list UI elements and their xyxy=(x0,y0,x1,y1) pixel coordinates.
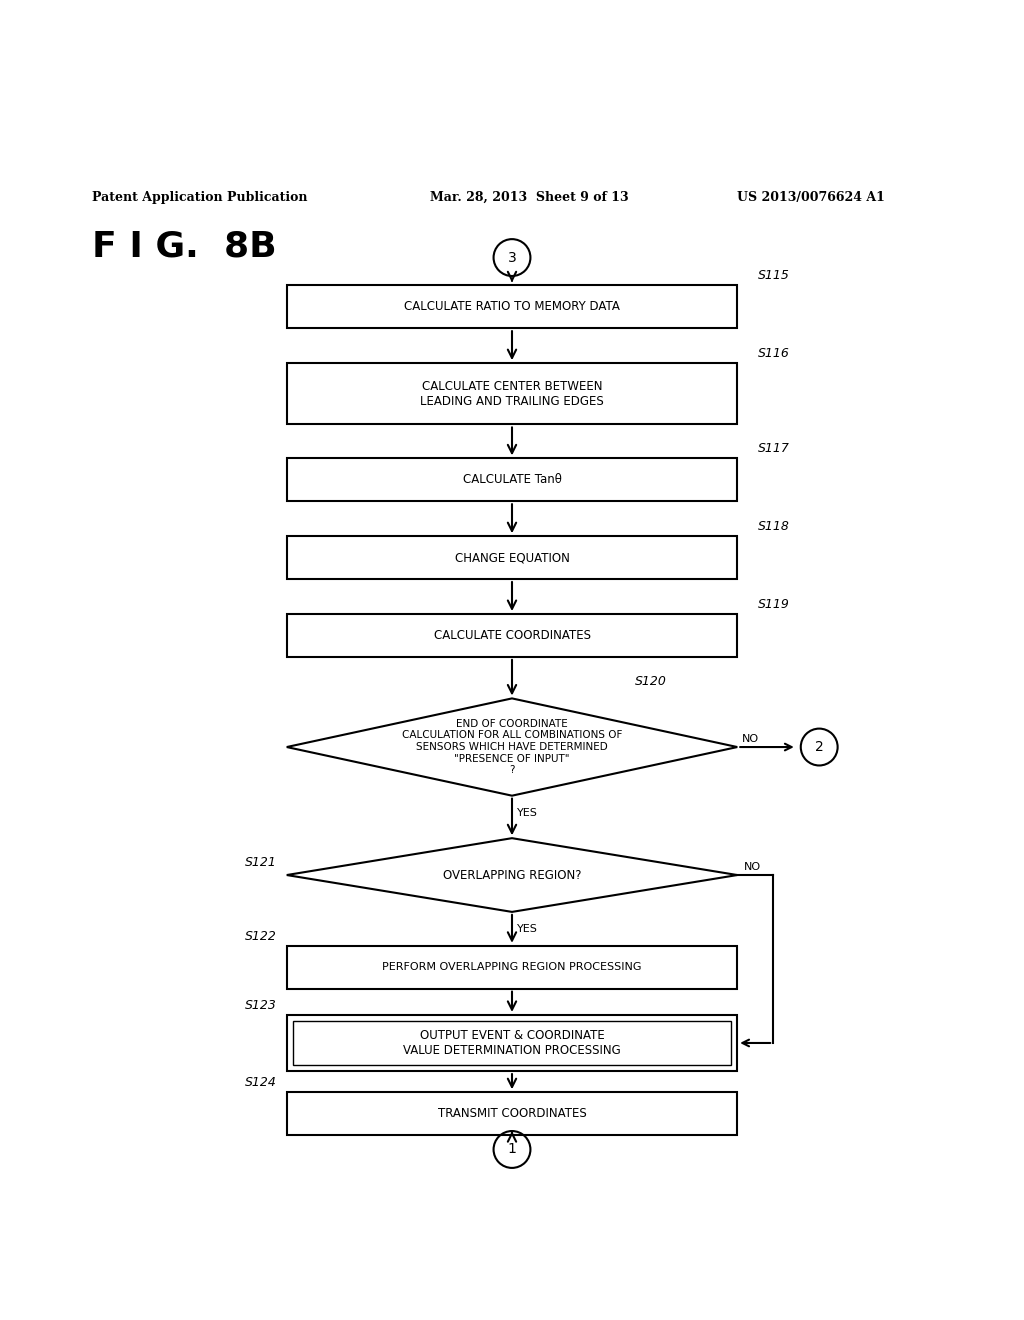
Text: 3: 3 xyxy=(508,251,516,264)
FancyBboxPatch shape xyxy=(287,945,737,989)
Text: S116: S116 xyxy=(758,347,790,360)
Text: END OF COORDINATE
CALCULATION FOR ALL COMBINATIONS OF
SENSORS WHICH HAVE DETERMI: END OF COORDINATE CALCULATION FOR ALL CO… xyxy=(401,719,623,775)
Text: NO: NO xyxy=(741,734,759,744)
Text: Patent Application Publication: Patent Application Publication xyxy=(92,191,307,205)
Text: S117: S117 xyxy=(758,442,790,455)
Polygon shape xyxy=(287,838,737,912)
Text: CALCULATE COORDINATES: CALCULATE COORDINATES xyxy=(433,628,591,642)
Text: S123: S123 xyxy=(245,999,276,1011)
Text: Mar. 28, 2013  Sheet 9 of 13: Mar. 28, 2013 Sheet 9 of 13 xyxy=(430,191,629,205)
Text: 1: 1 xyxy=(508,1143,516,1156)
FancyBboxPatch shape xyxy=(287,536,737,579)
Text: F I G.  8B: F I G. 8B xyxy=(92,230,276,264)
Text: S121: S121 xyxy=(245,857,276,870)
Text: YES: YES xyxy=(517,924,538,935)
FancyBboxPatch shape xyxy=(293,1020,731,1065)
FancyBboxPatch shape xyxy=(287,614,737,657)
Text: CALCULATE RATIO TO MEMORY DATA: CALCULATE RATIO TO MEMORY DATA xyxy=(404,300,620,313)
Text: S119: S119 xyxy=(758,598,790,611)
Text: OUTPUT EVENT & COORDINATE
VALUE DETERMINATION PROCESSING: OUTPUT EVENT & COORDINATE VALUE DETERMIN… xyxy=(403,1030,621,1057)
Text: CALCULATE Tanθ: CALCULATE Tanθ xyxy=(463,474,561,486)
Text: S120: S120 xyxy=(635,675,667,688)
FancyBboxPatch shape xyxy=(287,1092,737,1135)
FancyBboxPatch shape xyxy=(287,458,737,502)
Text: S118: S118 xyxy=(758,520,790,533)
Text: S124: S124 xyxy=(245,1076,276,1089)
Text: NO: NO xyxy=(743,862,761,871)
Text: TRANSMIT COORDINATES: TRANSMIT COORDINATES xyxy=(437,1107,587,1121)
Polygon shape xyxy=(287,698,737,796)
Text: YES: YES xyxy=(517,808,538,818)
Text: S115: S115 xyxy=(758,269,790,282)
Text: CALCULATE CENTER BETWEEN
LEADING AND TRAILING EDGES: CALCULATE CENTER BETWEEN LEADING AND TRA… xyxy=(420,380,604,408)
Text: OVERLAPPING REGION?: OVERLAPPING REGION? xyxy=(442,869,582,882)
Text: PERFORM OVERLAPPING REGION PROCESSING: PERFORM OVERLAPPING REGION PROCESSING xyxy=(382,962,642,973)
FancyBboxPatch shape xyxy=(287,363,737,425)
Text: CHANGE EQUATION: CHANGE EQUATION xyxy=(455,552,569,564)
Text: US 2013/0076624 A1: US 2013/0076624 A1 xyxy=(737,191,885,205)
FancyBboxPatch shape xyxy=(287,285,737,329)
FancyBboxPatch shape xyxy=(287,1015,737,1071)
Text: 2: 2 xyxy=(815,741,823,754)
Text: S122: S122 xyxy=(245,929,276,942)
